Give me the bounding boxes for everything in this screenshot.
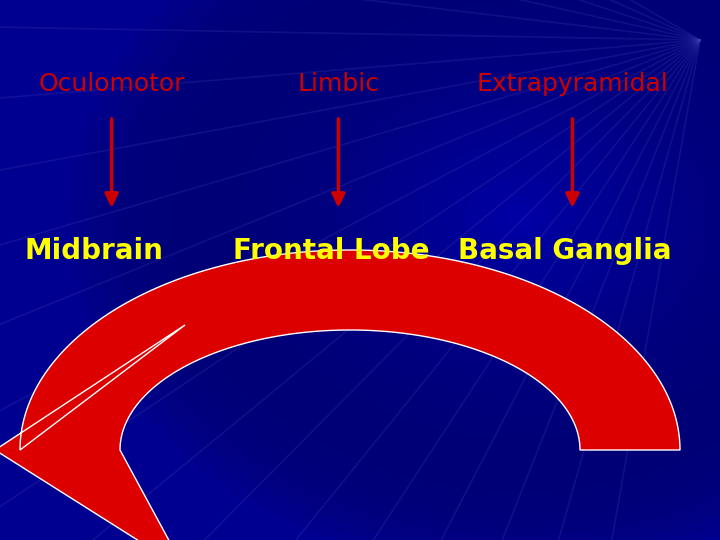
Ellipse shape: [250, 10, 720, 430]
Ellipse shape: [205, 0, 720, 465]
Ellipse shape: [396, 124, 644, 316]
Ellipse shape: [441, 159, 599, 281]
Ellipse shape: [284, 36, 720, 404]
Ellipse shape: [498, 202, 542, 238]
Ellipse shape: [239, 1, 720, 438]
Ellipse shape: [509, 211, 531, 229]
Ellipse shape: [92, 0, 720, 540]
Text: Limbic: Limbic: [297, 72, 379, 96]
Text: Extrapyramidal: Extrapyramidal: [477, 72, 668, 96]
Ellipse shape: [228, 0, 720, 448]
Text: Midbrain: Midbrain: [24, 237, 163, 265]
Ellipse shape: [115, 0, 720, 535]
Ellipse shape: [419, 141, 621, 299]
Ellipse shape: [408, 132, 632, 307]
Ellipse shape: [351, 89, 689, 351]
Ellipse shape: [160, 0, 720, 500]
Ellipse shape: [295, 45, 720, 395]
Ellipse shape: [182, 0, 720, 483]
Text: Oculomotor: Oculomotor: [38, 72, 185, 96]
Ellipse shape: [340, 80, 700, 360]
Ellipse shape: [318, 63, 720, 377]
Ellipse shape: [81, 0, 720, 540]
Ellipse shape: [104, 0, 720, 540]
Ellipse shape: [272, 28, 720, 413]
Ellipse shape: [362, 98, 678, 342]
Ellipse shape: [385, 115, 655, 325]
Ellipse shape: [475, 185, 565, 255]
Ellipse shape: [430, 150, 610, 290]
Ellipse shape: [70, 0, 720, 540]
Ellipse shape: [329, 71, 711, 369]
Polygon shape: [0, 250, 680, 540]
Ellipse shape: [216, 0, 720, 456]
Ellipse shape: [194, 0, 720, 474]
Ellipse shape: [374, 106, 666, 334]
Ellipse shape: [149, 0, 720, 509]
Ellipse shape: [486, 194, 554, 246]
Text: Basal Ganglia: Basal Ganglia: [459, 237, 672, 265]
Ellipse shape: [138, 0, 720, 517]
Ellipse shape: [171, 0, 720, 491]
Ellipse shape: [126, 0, 720, 526]
Ellipse shape: [306, 54, 720, 386]
Ellipse shape: [261, 19, 720, 421]
Ellipse shape: [464, 176, 576, 264]
Text: Frontal Lobe: Frontal Lobe: [233, 237, 429, 265]
Ellipse shape: [452, 167, 588, 273]
